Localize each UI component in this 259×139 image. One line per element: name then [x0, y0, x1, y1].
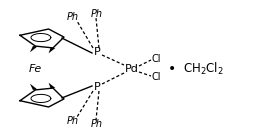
Text: Cl: Cl	[152, 54, 162, 64]
Polygon shape	[49, 83, 55, 88]
Polygon shape	[30, 84, 38, 90]
Text: •: •	[168, 62, 176, 76]
Text: Ph: Ph	[67, 12, 79, 22]
Text: Ph: Ph	[91, 9, 103, 19]
Polygon shape	[30, 46, 38, 52]
Text: Cl: Cl	[152, 72, 162, 82]
Text: Ph: Ph	[91, 119, 103, 129]
Text: CH$_2$Cl$_2$: CH$_2$Cl$_2$	[183, 61, 224, 77]
Text: Ph: Ph	[67, 116, 79, 126]
Text: Fe: Fe	[28, 64, 42, 74]
Text: Pd: Pd	[125, 64, 139, 74]
Text: P: P	[93, 82, 100, 92]
Polygon shape	[49, 48, 55, 53]
Text: P: P	[93, 47, 100, 57]
